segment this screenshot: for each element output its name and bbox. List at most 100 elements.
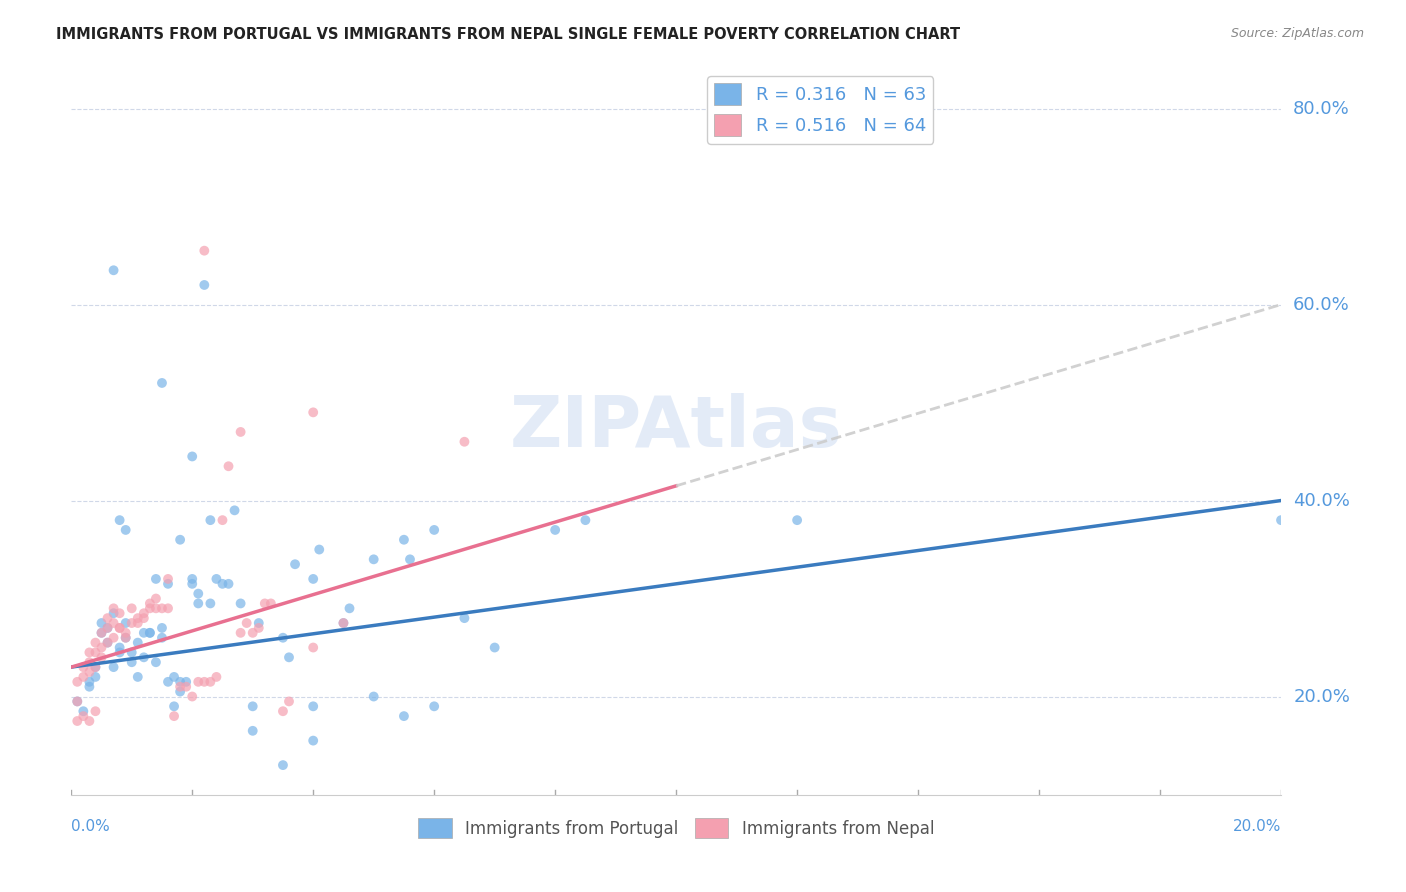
Point xyxy=(242,625,264,640)
Point xyxy=(211,577,233,591)
Point xyxy=(218,577,240,591)
Point xyxy=(278,650,301,665)
Point xyxy=(121,601,143,615)
Point xyxy=(423,699,446,714)
Point xyxy=(332,615,354,630)
Point xyxy=(1270,513,1292,527)
Point xyxy=(127,611,149,625)
Legend: R = 0.316   N = 63, R = 0.516   N = 64: R = 0.316 N = 63, R = 0.516 N = 64 xyxy=(707,76,934,144)
Point xyxy=(163,699,186,714)
Point xyxy=(90,640,112,655)
Point xyxy=(90,650,112,665)
Point xyxy=(96,611,118,625)
Point xyxy=(544,523,567,537)
Point xyxy=(200,674,222,689)
Point xyxy=(108,621,131,635)
Point xyxy=(363,552,385,566)
Point xyxy=(84,670,107,684)
Point xyxy=(150,601,173,615)
Point xyxy=(247,615,270,630)
Point xyxy=(302,733,325,747)
Point xyxy=(235,615,257,630)
Point xyxy=(145,591,167,606)
Point xyxy=(121,645,143,659)
Point xyxy=(260,596,283,610)
Point xyxy=(114,615,136,630)
Point xyxy=(132,611,155,625)
Point xyxy=(90,625,112,640)
Point xyxy=(169,533,191,547)
Point xyxy=(157,674,180,689)
Point xyxy=(229,625,252,640)
Point xyxy=(200,513,222,527)
Point xyxy=(84,704,107,718)
Point xyxy=(253,596,276,610)
Point xyxy=(157,572,180,586)
Point xyxy=(103,660,125,674)
Point xyxy=(145,601,167,615)
Point xyxy=(453,611,475,625)
Point xyxy=(174,680,197,694)
Point xyxy=(139,601,162,615)
Point xyxy=(163,670,186,684)
Point xyxy=(108,640,131,655)
Point xyxy=(84,635,107,649)
Point xyxy=(278,694,301,708)
Point xyxy=(84,660,107,674)
Point xyxy=(66,694,89,708)
Point xyxy=(66,674,89,689)
Point xyxy=(242,723,264,738)
Point xyxy=(308,542,330,557)
Text: 80.0%: 80.0% xyxy=(1294,100,1350,118)
Point xyxy=(79,674,101,689)
Point xyxy=(79,714,101,728)
Point xyxy=(169,680,191,694)
Point xyxy=(484,640,506,655)
Point xyxy=(132,650,155,665)
Point xyxy=(399,552,422,566)
Point xyxy=(174,674,197,689)
Point xyxy=(127,670,149,684)
Point xyxy=(271,758,294,772)
Point xyxy=(574,513,596,527)
Point xyxy=(150,376,173,390)
Point xyxy=(229,425,252,439)
Point xyxy=(121,615,143,630)
Point xyxy=(96,621,118,635)
Point xyxy=(114,523,136,537)
Point xyxy=(72,670,94,684)
Point xyxy=(79,665,101,679)
Text: 0.0%: 0.0% xyxy=(72,819,110,834)
Point xyxy=(302,640,325,655)
Point xyxy=(157,601,180,615)
Point xyxy=(181,690,204,704)
Text: 60.0%: 60.0% xyxy=(1294,295,1350,314)
Point xyxy=(96,635,118,649)
Point xyxy=(108,621,131,635)
Point xyxy=(169,674,191,689)
Point xyxy=(193,277,215,292)
Point xyxy=(139,625,162,640)
Point xyxy=(211,513,233,527)
Point xyxy=(96,635,118,649)
Point xyxy=(139,596,162,610)
Point xyxy=(79,645,101,659)
Point xyxy=(302,699,325,714)
Point xyxy=(114,631,136,645)
Point xyxy=(247,621,270,635)
Text: ZIPAtlas: ZIPAtlas xyxy=(510,392,842,461)
Point xyxy=(193,674,215,689)
Text: IMMIGRANTS FROM PORTUGAL VS IMMIGRANTS FROM NEPAL SINGLE FEMALE POVERTY CORRELAT: IMMIGRANTS FROM PORTUGAL VS IMMIGRANTS F… xyxy=(56,27,960,42)
Point xyxy=(103,606,125,620)
Point xyxy=(187,587,209,601)
Point xyxy=(84,645,107,659)
Point xyxy=(127,635,149,649)
Point xyxy=(187,674,209,689)
Point xyxy=(187,596,209,610)
Point xyxy=(200,596,222,610)
Point xyxy=(271,631,294,645)
Point xyxy=(271,704,294,718)
Point xyxy=(392,533,415,547)
Point xyxy=(150,621,173,635)
Point xyxy=(786,513,808,527)
